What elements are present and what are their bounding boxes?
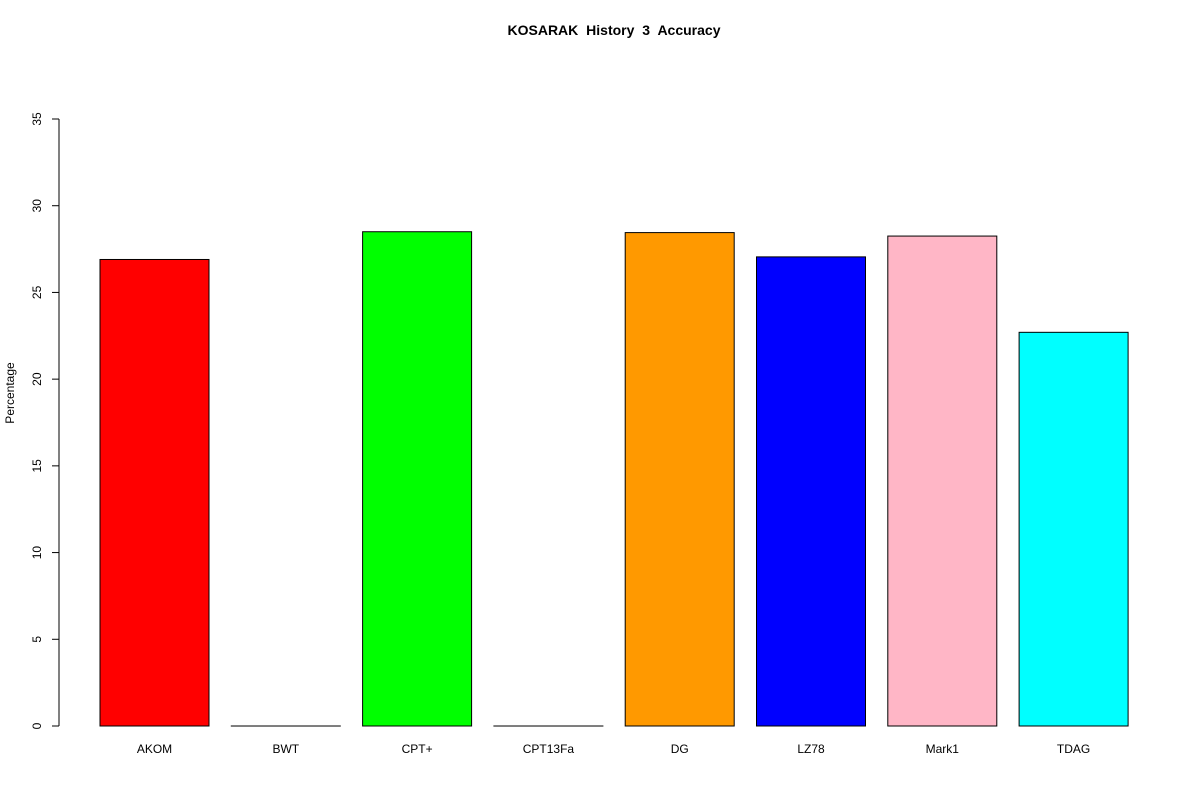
y-tick-label: 5 <box>30 636 44 643</box>
x-tick-label: TDAG <box>1057 742 1090 756</box>
x-tick-label: AKOM <box>137 742 172 756</box>
y-tick-label: 25 <box>30 285 44 299</box>
bar-lz78 <box>756 256 866 727</box>
x-axis-labels: AKOM BWT CPT+ CPT13Fa DG LZ78 Mark1 TDAG <box>137 742 1090 756</box>
chart-title: KOSARAK History 3 Accuracy <box>508 22 721 38</box>
bar-series <box>99 231 1129 727</box>
x-tick-label: BWT <box>272 742 299 756</box>
bar-tdag <box>1018 331 1129 727</box>
x-tick-label: CPT+ <box>402 742 433 756</box>
y-tick-label: 20 <box>30 372 44 386</box>
y-tick-label: 35 <box>30 112 44 126</box>
x-tick-label: Mark1 <box>926 742 960 756</box>
x-tick-label: LZ78 <box>797 742 825 756</box>
bar-dg <box>624 232 735 727</box>
bar-cpt <box>362 231 473 727</box>
y-tick-label: 10 <box>30 546 44 560</box>
x-tick-label: DG <box>671 742 689 756</box>
bar-akom <box>99 258 210 727</box>
y-tick-label: 0 <box>30 722 44 729</box>
y-axis-label: Percentage <box>3 362 17 424</box>
y-tick-label: 30 <box>30 199 44 213</box>
y-tick-label: 15 <box>30 459 44 473</box>
x-tick-label: CPT13Fa <box>523 742 575 756</box>
y-axis: 0 5 10 15 20 25 30 35 <box>30 112 60 729</box>
bar-mark1 <box>887 235 998 727</box>
